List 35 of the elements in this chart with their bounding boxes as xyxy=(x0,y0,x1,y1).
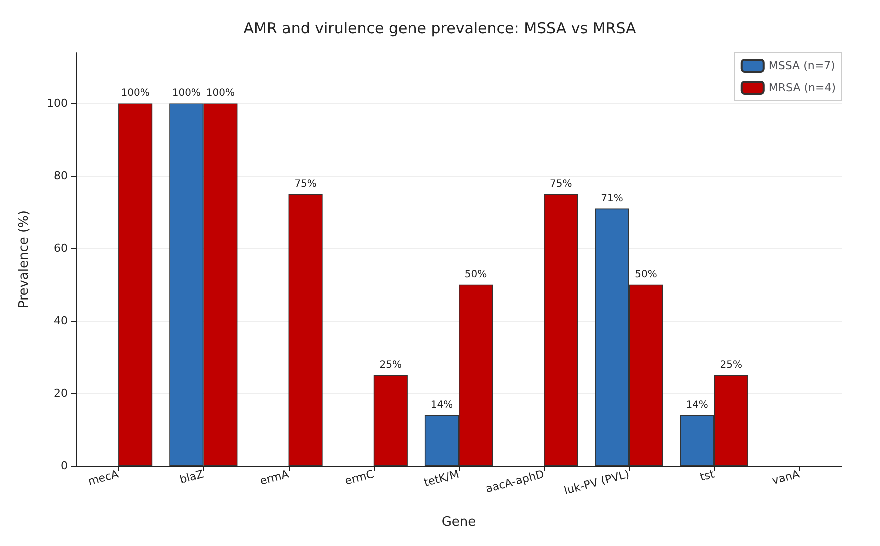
x-tick-label: ermC xyxy=(344,468,376,488)
x-tick-label: blaZ xyxy=(178,468,206,487)
bar xyxy=(374,375,408,466)
data-label: 100% xyxy=(172,88,201,100)
chart-title: AMR and virulence gene prevalence: MSSA vs MRSA xyxy=(244,20,637,38)
bar xyxy=(118,104,153,466)
x-tick-label: luk-PV (PVL) xyxy=(562,468,631,498)
data-label: 50% xyxy=(635,269,658,280)
bar xyxy=(544,194,578,466)
x-axis-title: Gene xyxy=(442,515,476,530)
y-tick-label: 20 xyxy=(54,387,68,400)
data-label: 100% xyxy=(206,88,235,100)
data-label: 25% xyxy=(380,360,402,371)
x-tick-label: tst xyxy=(698,468,717,484)
legend-label: MRSA (n=4) xyxy=(768,82,836,94)
data-label: 75% xyxy=(294,178,317,190)
y-tick-label: 80 xyxy=(54,170,68,183)
y-tick-label: 0 xyxy=(61,460,68,472)
data-label: 50% xyxy=(464,269,488,280)
data-label: 75% xyxy=(550,178,572,190)
data-label: 71% xyxy=(601,193,624,204)
y-tick-label: 40 xyxy=(54,314,68,328)
data-label: 14% xyxy=(430,400,454,411)
x-tick-label: tetK/M xyxy=(422,468,461,490)
y-axis-title: Prevalence (%) xyxy=(17,210,32,308)
data-label: 100% xyxy=(121,88,150,100)
y-tick-label: 100 xyxy=(47,97,68,110)
bar xyxy=(288,194,323,466)
y-tick-label: 60 xyxy=(54,242,68,256)
x-tick-label: ermA xyxy=(258,468,291,488)
x-tick-label: mecA xyxy=(86,468,121,488)
data-label: 14% xyxy=(686,400,708,411)
legend-label: MSSA (n=7) xyxy=(768,60,836,72)
x-tick-label: vanA xyxy=(770,468,802,488)
data-label: 25% xyxy=(720,360,742,371)
